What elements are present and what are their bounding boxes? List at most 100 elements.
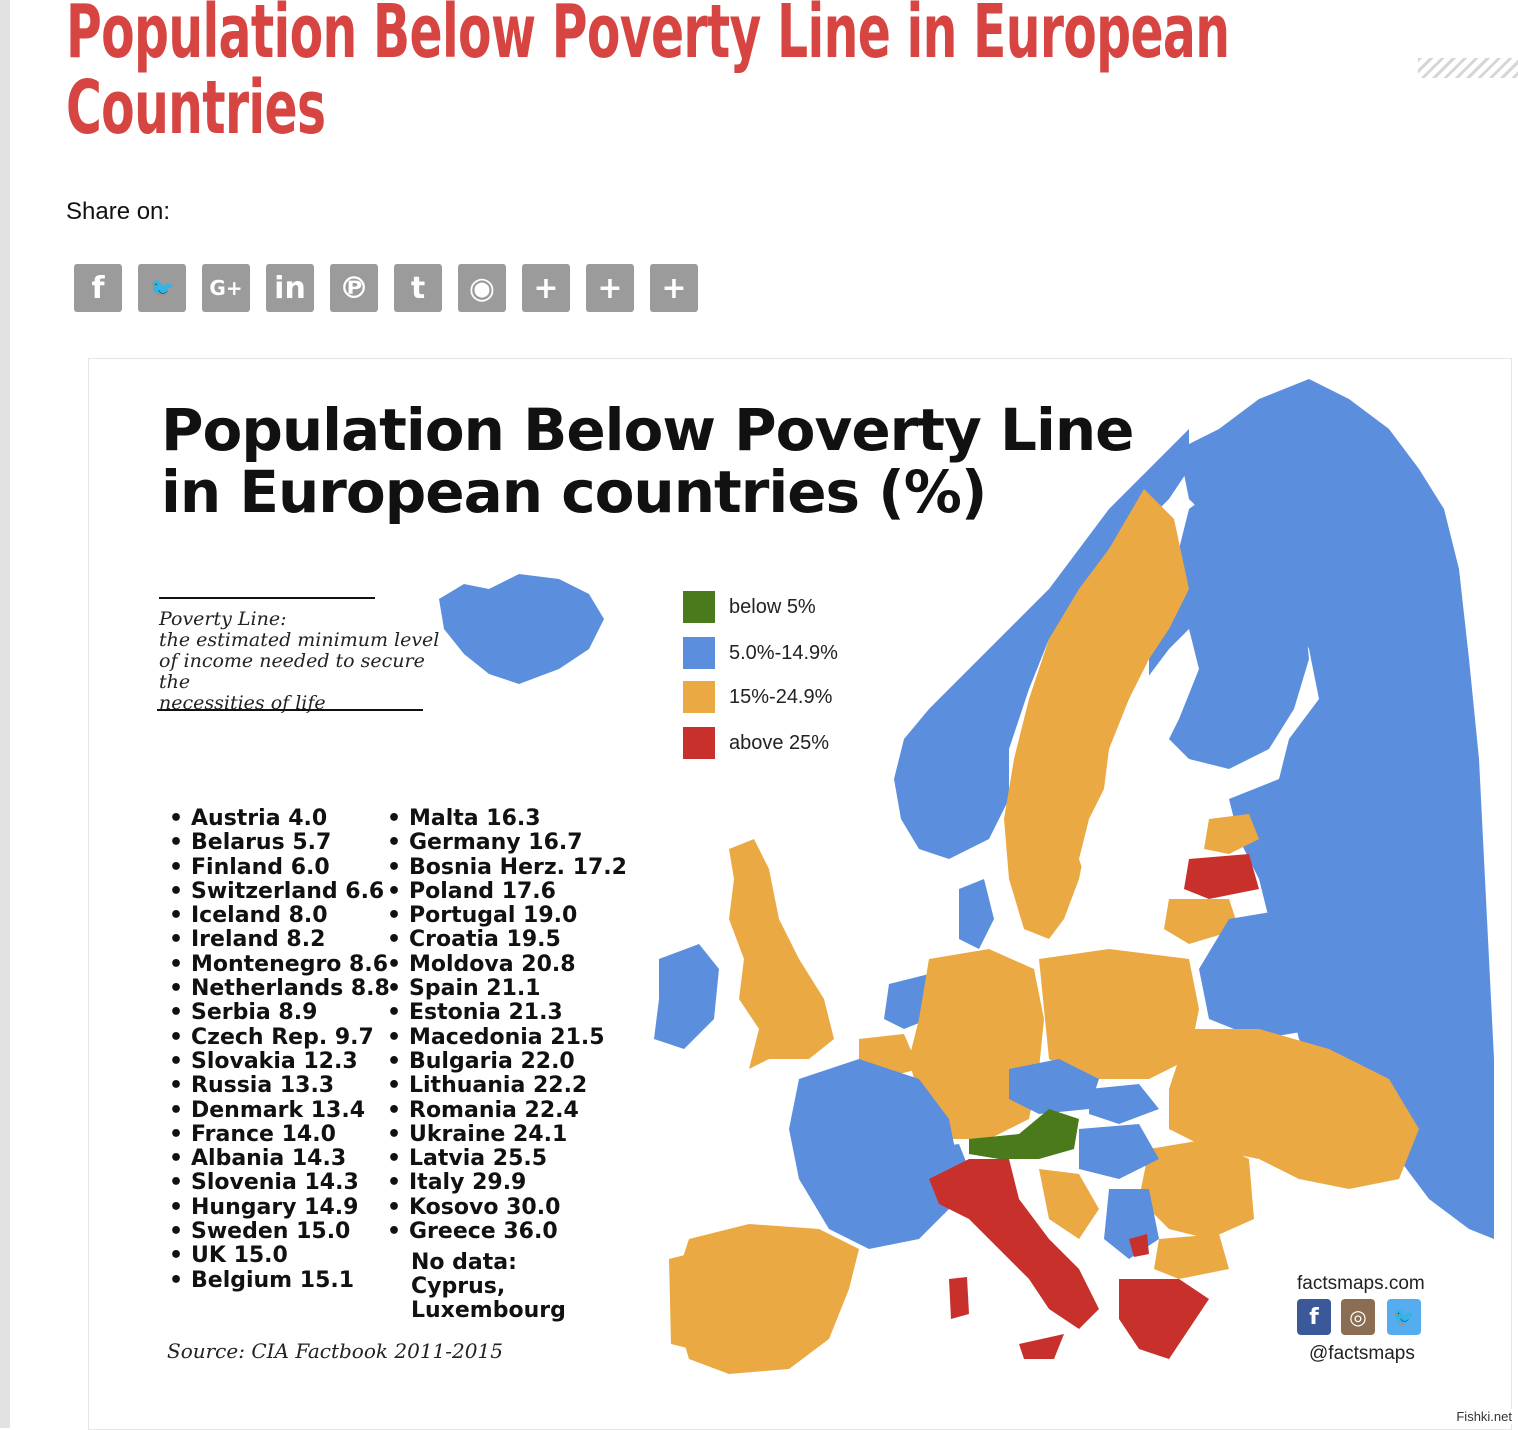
linkedin-share-button[interactable]: in — [266, 264, 314, 312]
country-list-item: Portugal 19.0 — [387, 903, 627, 928]
instagram-glyph: ◎ — [1349, 1305, 1367, 1329]
twitter-icon: 🐦 — [149, 276, 175, 300]
legend-swatch-red — [683, 727, 715, 759]
definition-top-rule — [159, 597, 375, 599]
map-lithuania — [1164, 899, 1239, 944]
twitter-share-button[interactable]: 🐦 — [138, 264, 186, 312]
legend-item-15-24: 15%-24.9% — [683, 681, 832, 713]
legend-swatch-blue — [683, 637, 715, 669]
country-list-item: Macedonia 21.5 — [387, 1025, 627, 1050]
share-buttons: f 🐦 G+ in ℗ t ◉ + + + — [74, 264, 698, 312]
share-label: Share on: — [66, 198, 171, 225]
map-slovakia — [1089, 1084, 1159, 1124]
map-sicily — [1019, 1334, 1064, 1359]
linkedin-icon: in — [274, 270, 306, 306]
legend-swatch-green — [683, 591, 715, 623]
definition-line: necessities of life — [159, 692, 326, 714]
credit-site: factsmaps.com — [1297, 1273, 1425, 1294]
facebook-share-button[interactable]: f — [74, 264, 122, 312]
map-uk — [729, 839, 834, 1069]
country-list-item: Belarus 5.7 — [169, 830, 390, 855]
country-list-item: Lithuania 22.2 — [387, 1073, 627, 1098]
map-austria — [969, 1109, 1079, 1159]
article-title-line1: Population Below Poverty Line in Europea… — [66, 0, 1230, 75]
country-list-item: Ukraine 24.1 — [387, 1122, 627, 1147]
plus-icon: + — [533, 270, 559, 306]
country-list-item: Malta 16.3 — [387, 806, 627, 831]
country-list-item: Austria 4.0 — [169, 806, 390, 831]
tumblr-share-button[interactable]: t — [394, 264, 442, 312]
more-share-button-1[interactable]: + — [522, 264, 570, 312]
map-iceland — [439, 574, 604, 684]
map-estonia — [1204, 814, 1259, 854]
legend-label: below 5% — [729, 595, 816, 618]
country-list-item: Slovakia 12.3 — [169, 1049, 390, 1074]
legend-swatch-orange — [683, 681, 715, 713]
map-sardinia — [949, 1277, 969, 1319]
country-list-item: Romania 22.4 — [387, 1098, 627, 1123]
google-plus-icon: G+ — [209, 276, 243, 300]
definition-line: Poverty Line: — [159, 608, 287, 630]
country-list-item: Netherlands 8.8 — [169, 976, 390, 1001]
country-list-item: Bosnia Herz. 17.2 — [387, 855, 627, 880]
map-spain — [674, 1224, 859, 1374]
country-list-item: France 14.0 — [169, 1122, 390, 1147]
reddit-share-button[interactable]: ◉ — [458, 264, 506, 312]
tumblr-icon: t — [410, 270, 426, 306]
definition-line: of income needed to secure the — [159, 650, 425, 693]
map-ukraine — [1169, 1029, 1419, 1189]
facebook-glyph: f — [1309, 1304, 1319, 1330]
map-serbia — [1104, 1189, 1159, 1259]
article-title: Population Below Poverty Line in Europea… — [66, 0, 1360, 146]
country-list-item: Denmark 13.4 — [169, 1098, 390, 1123]
map-bulgaria — [1154, 1234, 1229, 1279]
country-list-item: Serbia 8.9 — [169, 1001, 390, 1026]
map-belarus — [1199, 909, 1339, 1039]
country-list-item: UK 15.0 — [169, 1244, 390, 1269]
country-list-item: Finland 6.0 — [169, 855, 390, 880]
twitter-glyph: 🐦 — [1392, 1306, 1416, 1328]
country-list-item: Kosovo 30.0 — [387, 1195, 627, 1220]
map-baltic-sea — [1079, 629, 1199, 889]
country-list-item: Belgium 15.1 — [169, 1268, 390, 1293]
map-denmark — [959, 879, 994, 949]
country-list-item: Spain 21.1 — [387, 976, 627, 1001]
infographic-title: Population Below Poverty Line in Europea… — [161, 399, 1134, 523]
instagram-icon: ◎ — [1341, 1299, 1375, 1335]
infographic-card: Population Below Poverty Line in Europea… — [88, 358, 1512, 1430]
credit-handle: @factsmaps — [1309, 1343, 1415, 1364]
country-list-item: Greece 36.0 — [387, 1219, 627, 1244]
country-list-item: Latvia 25.5 — [387, 1146, 627, 1171]
map-italy — [929, 1159, 1099, 1329]
pinterest-share-button[interactable]: ℗ — [330, 264, 378, 312]
country-list-item: Montenegro 8.6 — [169, 952, 390, 977]
legend-label: above 25% — [729, 731, 830, 754]
more-share-button-2[interactable]: + — [586, 264, 634, 312]
facebook-icon: f — [91, 270, 105, 306]
no-data-note: No data: Cyprus, Luxembourg — [411, 1251, 566, 1323]
country-list-item: Moldova 20.8 — [387, 952, 627, 977]
country-list-item: Poland 17.6 — [387, 879, 627, 904]
legend-item-5-14: 5.0%-14.9% — [683, 637, 838, 669]
map-ireland — [654, 944, 719, 1049]
map-kosovo — [1129, 1234, 1149, 1257]
map-france — [789, 1059, 959, 1249]
watermark: Fishki.net — [1454, 1409, 1514, 1424]
country-list-item: Germany 16.7 — [387, 830, 627, 855]
country-list-item: Russia 13.3 — [169, 1073, 390, 1098]
map-greece — [1119, 1279, 1209, 1359]
google-plus-share-button[interactable]: G+ — [202, 264, 250, 312]
no-data-line: No data: — [411, 1250, 517, 1275]
no-data-line: Cyprus, — [411, 1274, 506, 1299]
plus-icon: + — [597, 270, 623, 306]
left-page-strip — [0, 0, 10, 1428]
country-list-item: Ireland 8.2 — [169, 928, 390, 953]
decorative-hatch — [1418, 58, 1518, 78]
more-share-button-3[interactable]: + — [650, 264, 698, 312]
country-list-item: Albania 14.3 — [169, 1146, 390, 1171]
article-title-line2: Countries — [66, 65, 326, 151]
country-list-item: Czech Rep. 9.7 — [169, 1025, 390, 1050]
map-poland — [1039, 949, 1199, 1079]
country-list-item: Bulgaria 22.0 — [387, 1049, 627, 1074]
poverty-line-definition: Poverty Line: the estimated minimum leve… — [159, 609, 449, 714]
